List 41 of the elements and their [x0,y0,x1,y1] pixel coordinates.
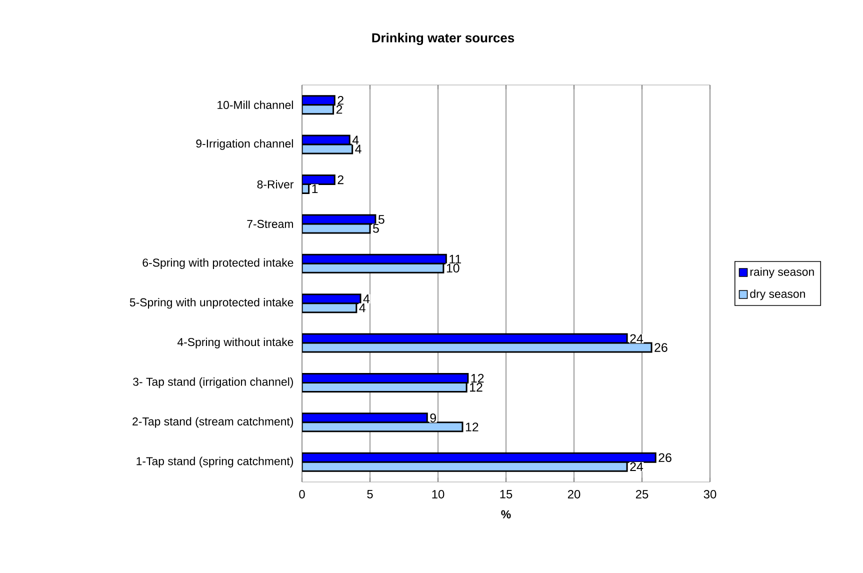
data-label: 2 [338,96,344,105]
y-tick-label: 4-Spring without intake [177,338,294,348]
legend-label: dry season [750,289,805,300]
data-label: 10 [446,264,460,273]
y-tick-label: 1-Tap stand (spring catchment) [136,456,294,468]
data-label: 24 [630,334,644,343]
data-label: 2 [336,105,342,114]
y-tick-label: 3- Tap stand (irrigation channel) [133,377,293,388]
x-tick-label: 25 [636,490,648,498]
y-tick-label: 2-Tap stand (stream catchment) [132,417,294,428]
data-label: 5 [373,224,379,233]
x-tick-label: 5 [367,490,373,498]
x-tick-label: 20 [568,490,580,498]
data-label: 26 [654,343,668,352]
data-label: 4 [359,304,366,312]
data-label: 11 [450,254,461,264]
chart-title: Drinking water sources [372,32,514,46]
x-tick-label: 30 [704,490,716,498]
data-label: 1 [312,184,318,194]
data-label: 4 [355,144,362,154]
data-label: 12 [470,382,482,392]
x-axis-title: % [501,510,511,518]
x-tick-label: 0 [299,490,305,498]
y-tick-label: 9-Irrigation channel [196,139,293,150]
data-label: 12 [466,422,478,432]
data-label: 4 [363,294,370,304]
data-label: 26 [658,453,672,462]
y-tick-label: 5-Spring with unprotected intake [130,298,294,309]
x-tick-label: 15 [500,490,512,498]
data-label: 4 [352,136,359,144]
data-label: 5 [378,215,384,224]
x-tick-label: 10 [432,490,444,498]
data-label: 12 [471,374,484,383]
y-tick-label: 6-Spring with protected intake [142,258,294,269]
data-label: 9 [430,414,436,422]
y-tick-label: 7-Stream [247,220,293,228]
y-tick-label: 10-Mill channel [218,100,293,110]
y-tick-label: 8-River [257,180,294,188]
legend-label: rainy season [750,267,814,278]
data-label: 2 [338,175,344,184]
data-label: 24 [630,462,644,471]
